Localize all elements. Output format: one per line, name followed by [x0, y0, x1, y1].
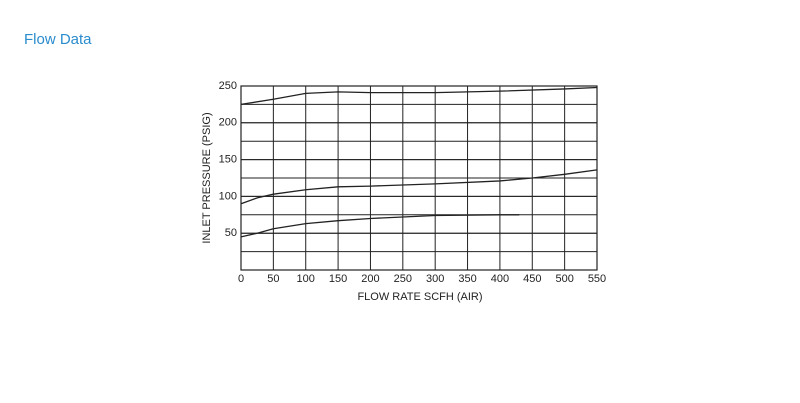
- x-tick-label: 0: [238, 273, 244, 285]
- plot-frame: [240, 85, 598, 271]
- y-tick-label: 100: [219, 190, 237, 202]
- data-line: [240, 86, 598, 106]
- x-tick-label: 500: [555, 273, 573, 285]
- y-axis-label: INLET PRESSURE (PSIG): [201, 112, 213, 243]
- data-line: [240, 169, 598, 205]
- chart-title: Flow Data: [24, 31, 92, 48]
- x-tick-label: 450: [523, 273, 541, 285]
- x-tick-label: 200: [361, 273, 379, 285]
- x-tick-label: 300: [426, 273, 444, 285]
- x-tick-label: 100: [297, 273, 315, 285]
- x-tick-label: 550: [588, 273, 606, 285]
- y-tick-label: 150: [219, 154, 237, 166]
- x-tick-label: 350: [458, 273, 476, 285]
- x-tick-label: 250: [394, 273, 412, 285]
- x-tick-label: 150: [329, 273, 347, 285]
- x-tick-label: 400: [491, 273, 509, 285]
- x-tick-label: 50: [267, 273, 279, 285]
- y-tick-label: 250: [219, 80, 237, 92]
- y-tick-label: 200: [219, 117, 237, 129]
- y-tick-label: 50: [225, 227, 237, 239]
- x-axis-label: FLOW RATE SCFH (AIR): [357, 291, 482, 303]
- data-line: [240, 214, 520, 238]
